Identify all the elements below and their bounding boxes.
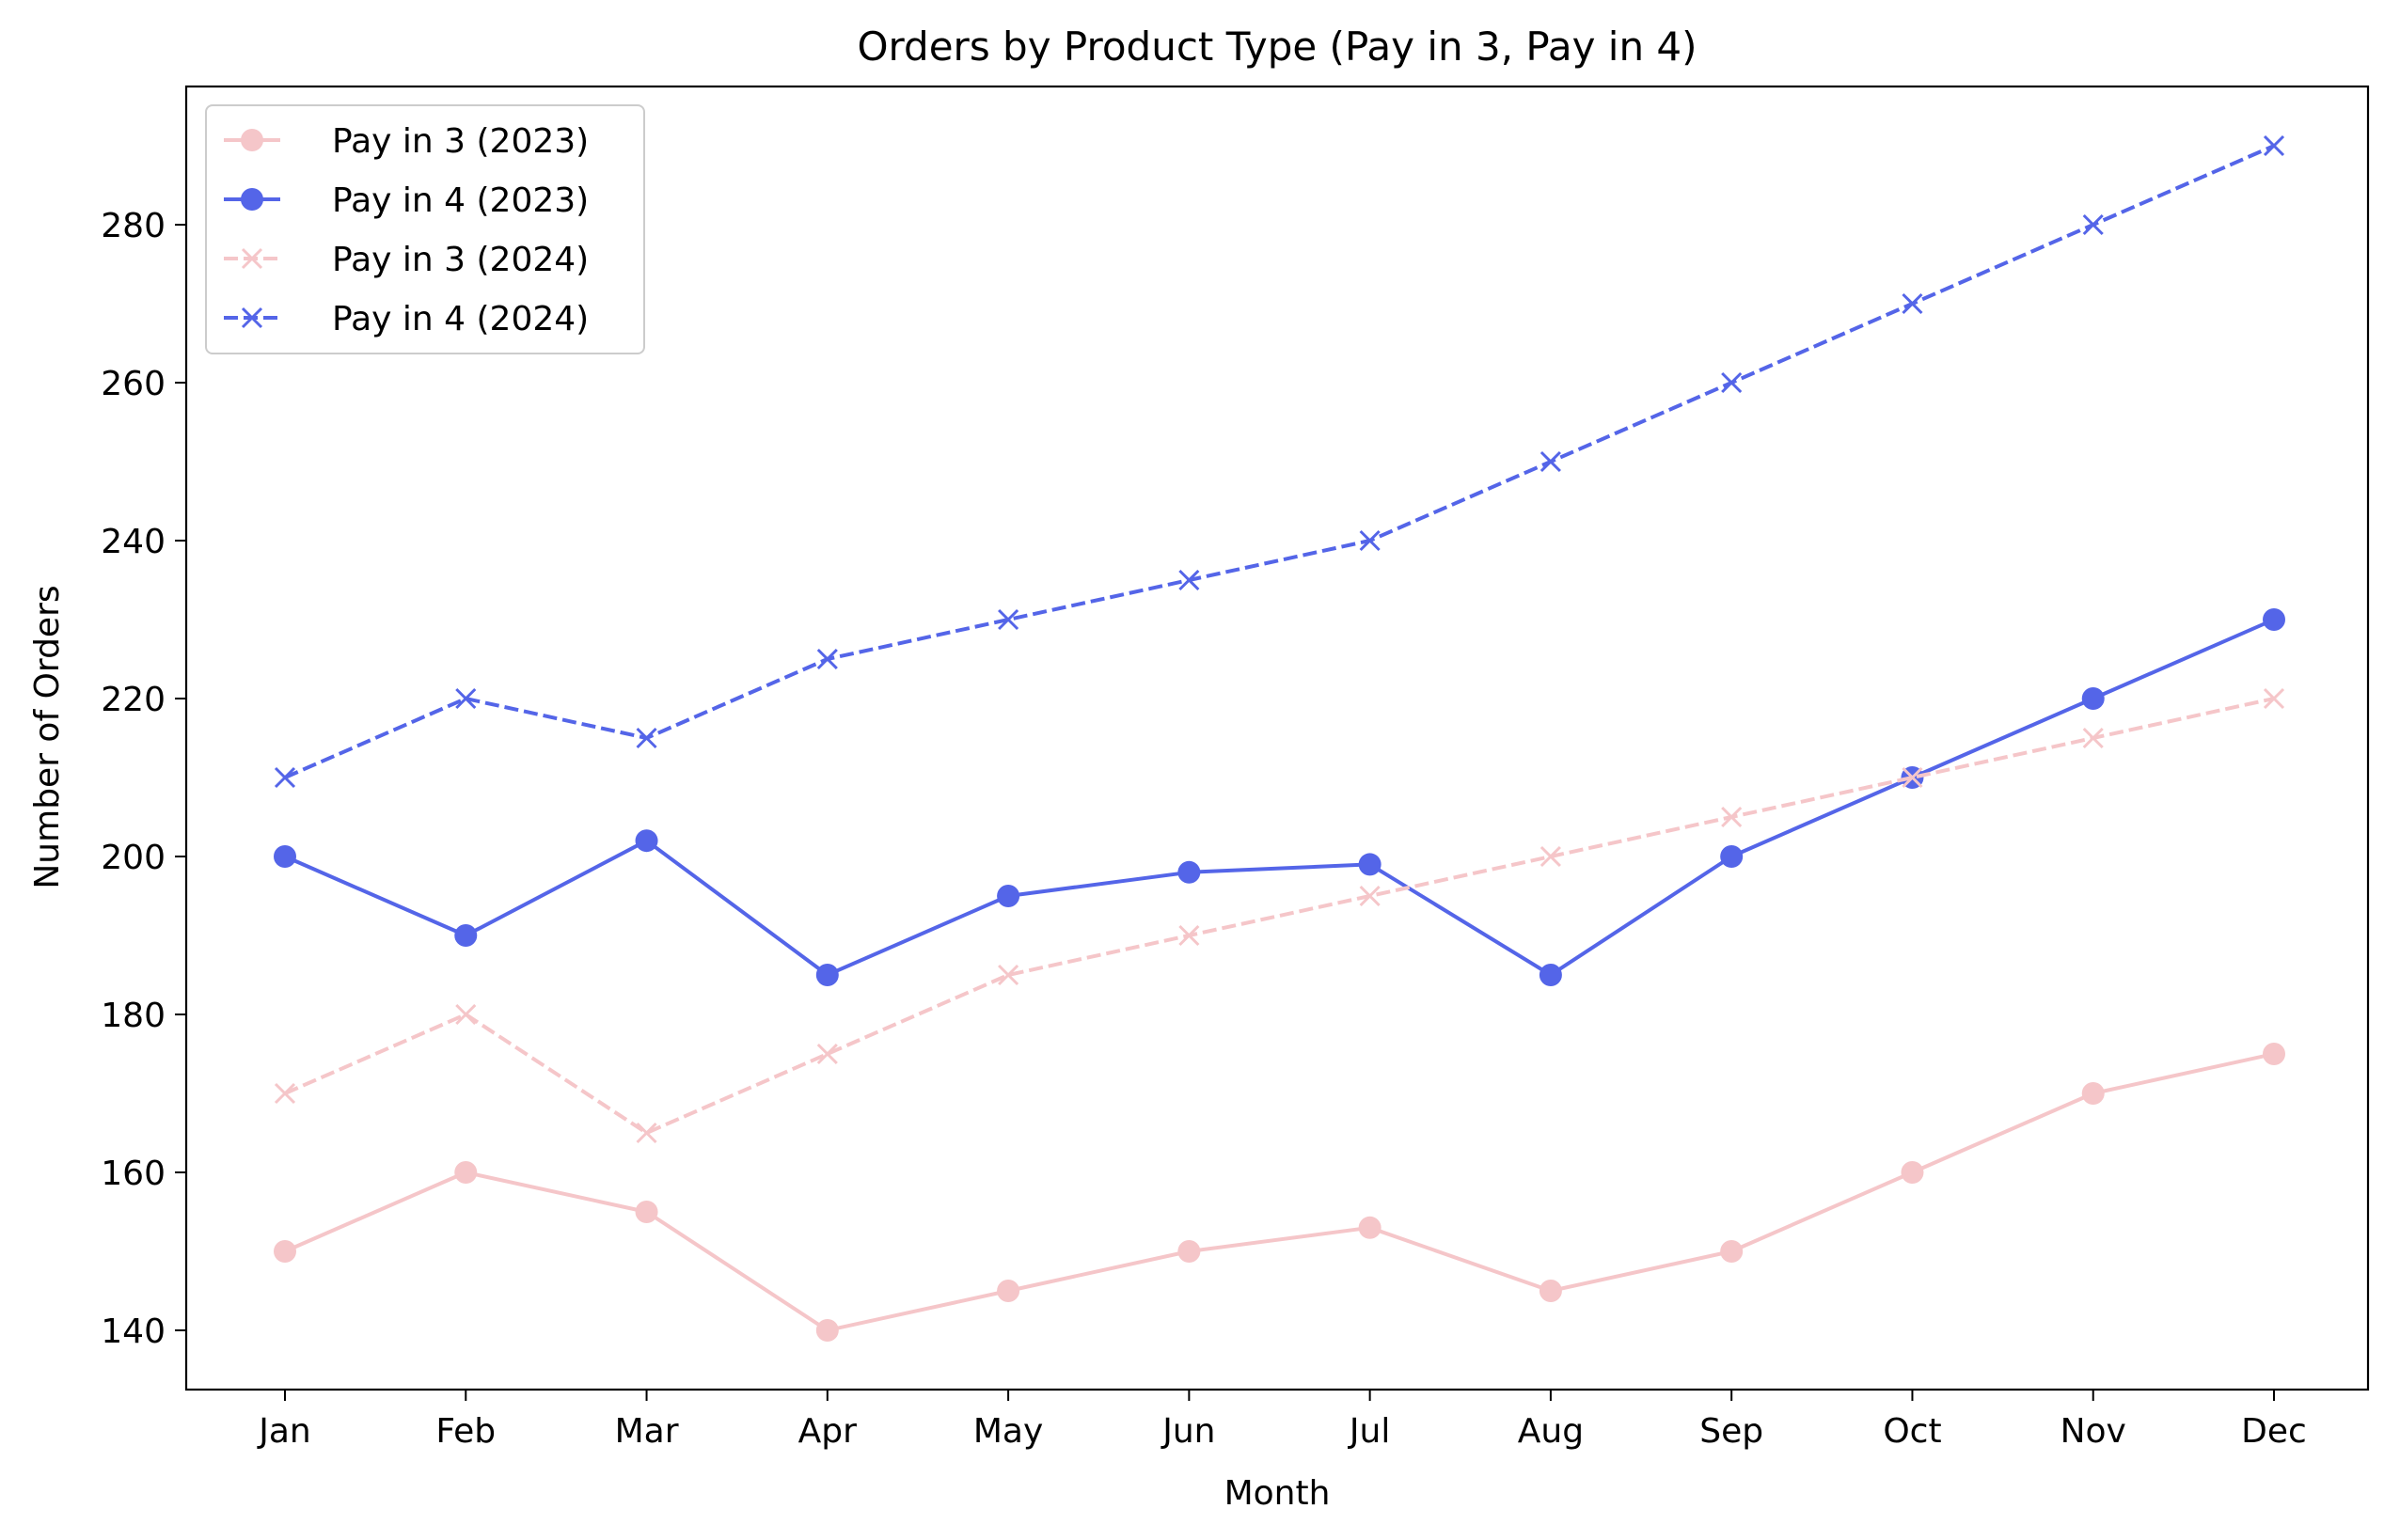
data-point [274,1240,296,1263]
data-point [454,924,478,947]
data-point [815,1319,839,1342]
y-tick-label: 280 [101,207,166,245]
data-point [1901,1161,1924,1184]
x-axis-label: Month [1224,1474,1331,1513]
x-tick-label: Jul [1348,1412,1390,1451]
axes-layer: Jan Feb Mar Apr May Jun Jul Aug Sep Oct Nov Dec 140 1… [101,85,2370,1451]
data-point [635,1201,658,1223]
data-point [1721,371,1743,394]
series-layer [274,134,2285,1342]
data-point [1177,1240,1201,1263]
data-point [2081,687,2105,710]
legend: Pay in 3 (2023) Pay in 4 (2023) Pay in 3 (… [205,104,645,354]
data-point [274,1082,296,1105]
data-point [454,1161,478,1184]
data-point [455,1003,477,1026]
legend-marker [241,306,263,329]
data-point [1358,853,1382,876]
x-tick-label: Jan [257,1412,311,1451]
data-point [274,766,296,789]
x-tick-label: Apr [798,1412,857,1451]
legend-label: Pay in 3 (2024) [332,241,589,279]
data-point [2082,727,2104,749]
data-point [1178,569,1200,591]
data-point [1720,1240,1744,1263]
data-point [2263,1043,2285,1065]
data-point [1902,292,1923,315]
data-point [1359,529,1381,552]
x-tick-label: Jun [1161,1412,1215,1451]
series-line [284,697,2275,1135]
legend-box [205,104,645,354]
legend-marker [241,129,263,151]
plot-frame [184,85,2370,1391]
x-tick-label: Aug [1518,1412,1584,1451]
data-point [274,845,296,868]
legend-marker [241,188,263,211]
x-tick-label: Dec [2241,1412,2307,1451]
data-point [998,964,1019,986]
legend-marker [241,247,263,270]
series-3 [274,687,2285,1144]
data-point [2081,1082,2105,1105]
data-point [2263,134,2285,157]
data-point [1720,845,1744,868]
chart-title: Orders by Product Type (Pay in 3, Pay in… [857,24,1697,70]
data-point [1539,450,1561,473]
series-1 [274,1043,2285,1342]
x-tick-label: Feb [435,1412,496,1451]
data-point [816,1043,838,1065]
data-point [1539,964,1562,986]
y-tick-label: 240 [101,523,166,561]
legend-label: Pay in 4 (2024) [332,300,589,338]
data-point [816,648,838,670]
x-tick-label: Nov [2061,1412,2126,1451]
x-tick-label: Sep [1699,1412,1763,1451]
data-point [1539,1280,1562,1302]
y-axis-label: Number of Orders [28,585,67,888]
data-point [997,885,1020,907]
series-line [284,144,2275,779]
data-point [2263,608,2285,631]
data-point [1721,806,1743,828]
legend-label: Pay in 4 (2023) [332,181,589,220]
x-tick-label: Oct [1883,1412,1941,1451]
data-point [1178,924,1200,947]
data-point [636,1122,657,1144]
data-point [1539,845,1561,868]
y-tick-label: 160 [101,1155,166,1193]
series-4 [274,134,2285,789]
y-tick-label: 140 [101,1312,166,1351]
data-point [1358,1216,1382,1239]
y-tick-label: 200 [101,839,166,877]
series-line [284,618,2275,977]
data-point [998,608,1019,631]
x-tick-label: Mar [615,1412,679,1451]
y-tick-label: 260 [101,365,166,403]
x-tick-label: May [973,1412,1043,1451]
data-point [2082,213,2104,236]
y-tick-label: 220 [101,681,166,719]
data-point [1177,860,1201,884]
data-point [2263,687,2285,710]
data-point [455,687,477,710]
legend-label: Pay in 3 (2023) [332,122,589,161]
title-layer: Orders by Product Type (Pay in 3, Pay in… [28,24,1697,1513]
data-point [636,727,657,749]
data-point [997,1280,1020,1302]
data-point [1359,885,1381,907]
series-line [284,1052,2275,1332]
data-point [1902,766,1923,789]
data-point [635,829,658,853]
series-2 [274,608,2285,986]
y-tick-label: 180 [101,997,166,1035]
data-point [815,964,839,986]
